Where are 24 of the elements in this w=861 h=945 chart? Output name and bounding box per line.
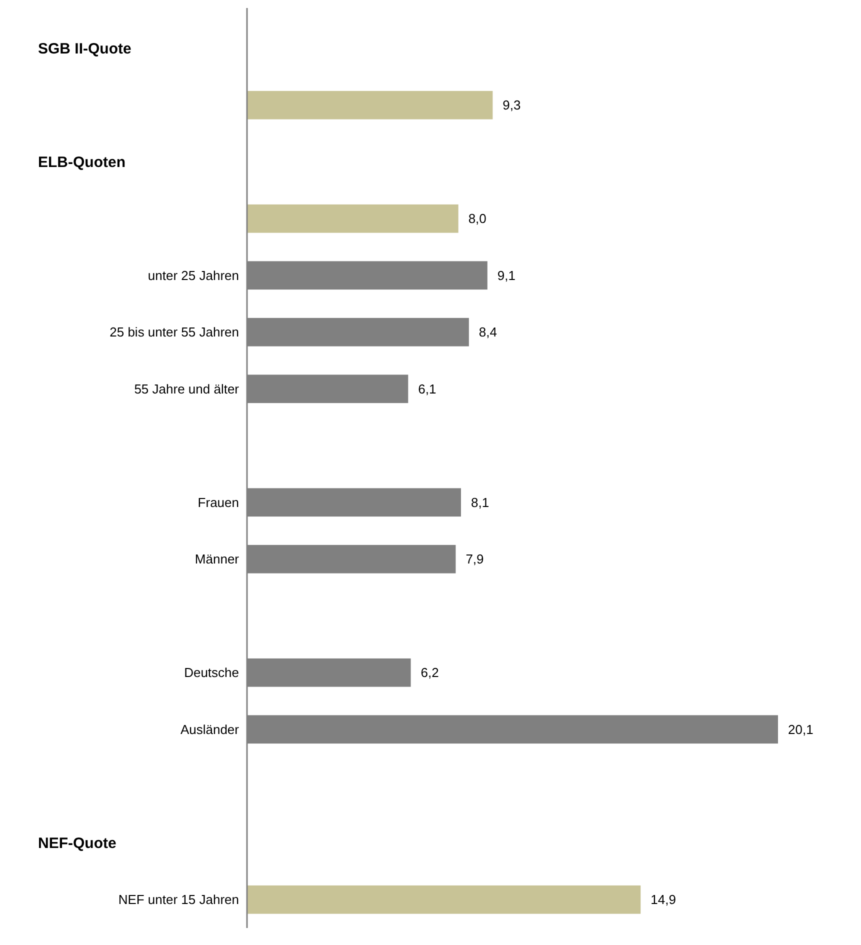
y-tick-label: NEF unter 15 Jahren [118, 892, 239, 908]
text: SGB II-Quote [38, 40, 132, 58]
data-label: 8,4 [478, 324, 497, 340]
y-tick-label: Frauen [198, 494, 239, 510]
text: NEF-Quote [38, 835, 116, 852]
bar [247, 90, 493, 120]
data-label: 6,2 [420, 665, 439, 680]
data-label: 8,0 [468, 211, 486, 226]
text: ELB-Quoten [38, 154, 126, 172]
y-tick-label: Ausländer [180, 722, 240, 737]
data-label: 9,3 [502, 98, 521, 113]
bar [247, 204, 458, 233]
data-label: 9,1 [497, 268, 516, 283]
y-tick-label: Männer [194, 552, 240, 567]
data-label: 20,1 [788, 722, 814, 737]
y-tick-label: 25 bis unter 55 Jahren [110, 324, 239, 340]
data-label: 6,1 [418, 381, 436, 396]
y-tick-label: unter 25 Jahren [148, 268, 239, 283]
bar [247, 885, 641, 914]
data-label: 8,1 [470, 494, 490, 510]
y-tick-label: 55 Jahre und älter [134, 381, 240, 396]
data-label: 14,9 [650, 892, 676, 908]
y-tick-label: Deutsche [184, 665, 239, 680]
data-label: 7,9 [466, 552, 484, 567]
